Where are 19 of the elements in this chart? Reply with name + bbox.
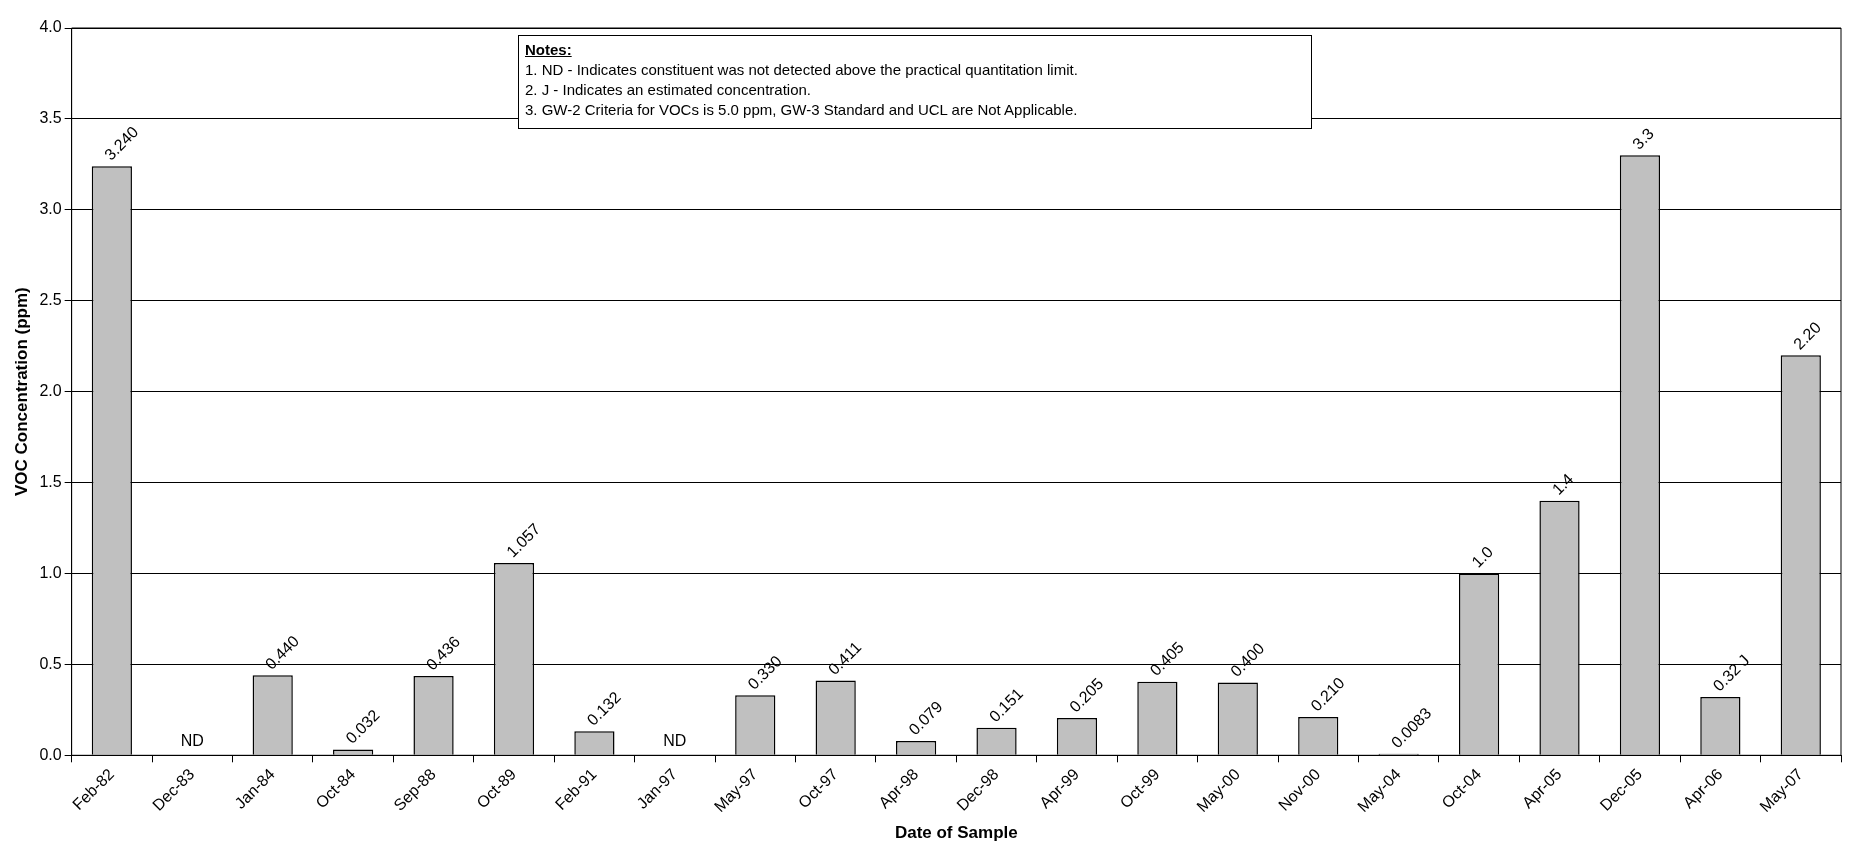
y-tick-label: 3.0: [39, 200, 62, 218]
annotation: Notes:: [525, 40, 573, 60]
y-tick-label: 2.5: [39, 291, 62, 309]
data-label: 3.3: [1629, 124, 1657, 153]
y-tick-label: 2.0: [39, 382, 62, 400]
annotation: 2. J - Indicates an estimated concentration.: [525, 80, 812, 100]
y-tick-label: 3.5: [39, 109, 62, 127]
text: ND: [663, 731, 687, 749]
y-tick-label: 1.0: [39, 563, 62, 581]
y-tick-label: 1.5: [39, 472, 62, 490]
y-axis-title: VOC Concentration (ppm): [11, 287, 31, 497]
y-tick-label: 0.0: [39, 745, 62, 763]
annotation: 3. GW-2 Criteria for VOCs is 5.0 ppm, GW-3 Standard and UCL are Not Applicable.: [525, 100, 1079, 120]
data-label: 1.0: [1468, 542, 1497, 571]
annotation: 1. ND - Indicates constituent was not detected above the practical quantitation limit.: [525, 60, 1079, 80]
text: ND: [180, 731, 204, 749]
y-tick-label: 0.5: [39, 654, 62, 672]
y-tick-label: 4.0: [39, 18, 62, 36]
x-axis-title: Date of Sample: [894, 823, 1018, 843]
